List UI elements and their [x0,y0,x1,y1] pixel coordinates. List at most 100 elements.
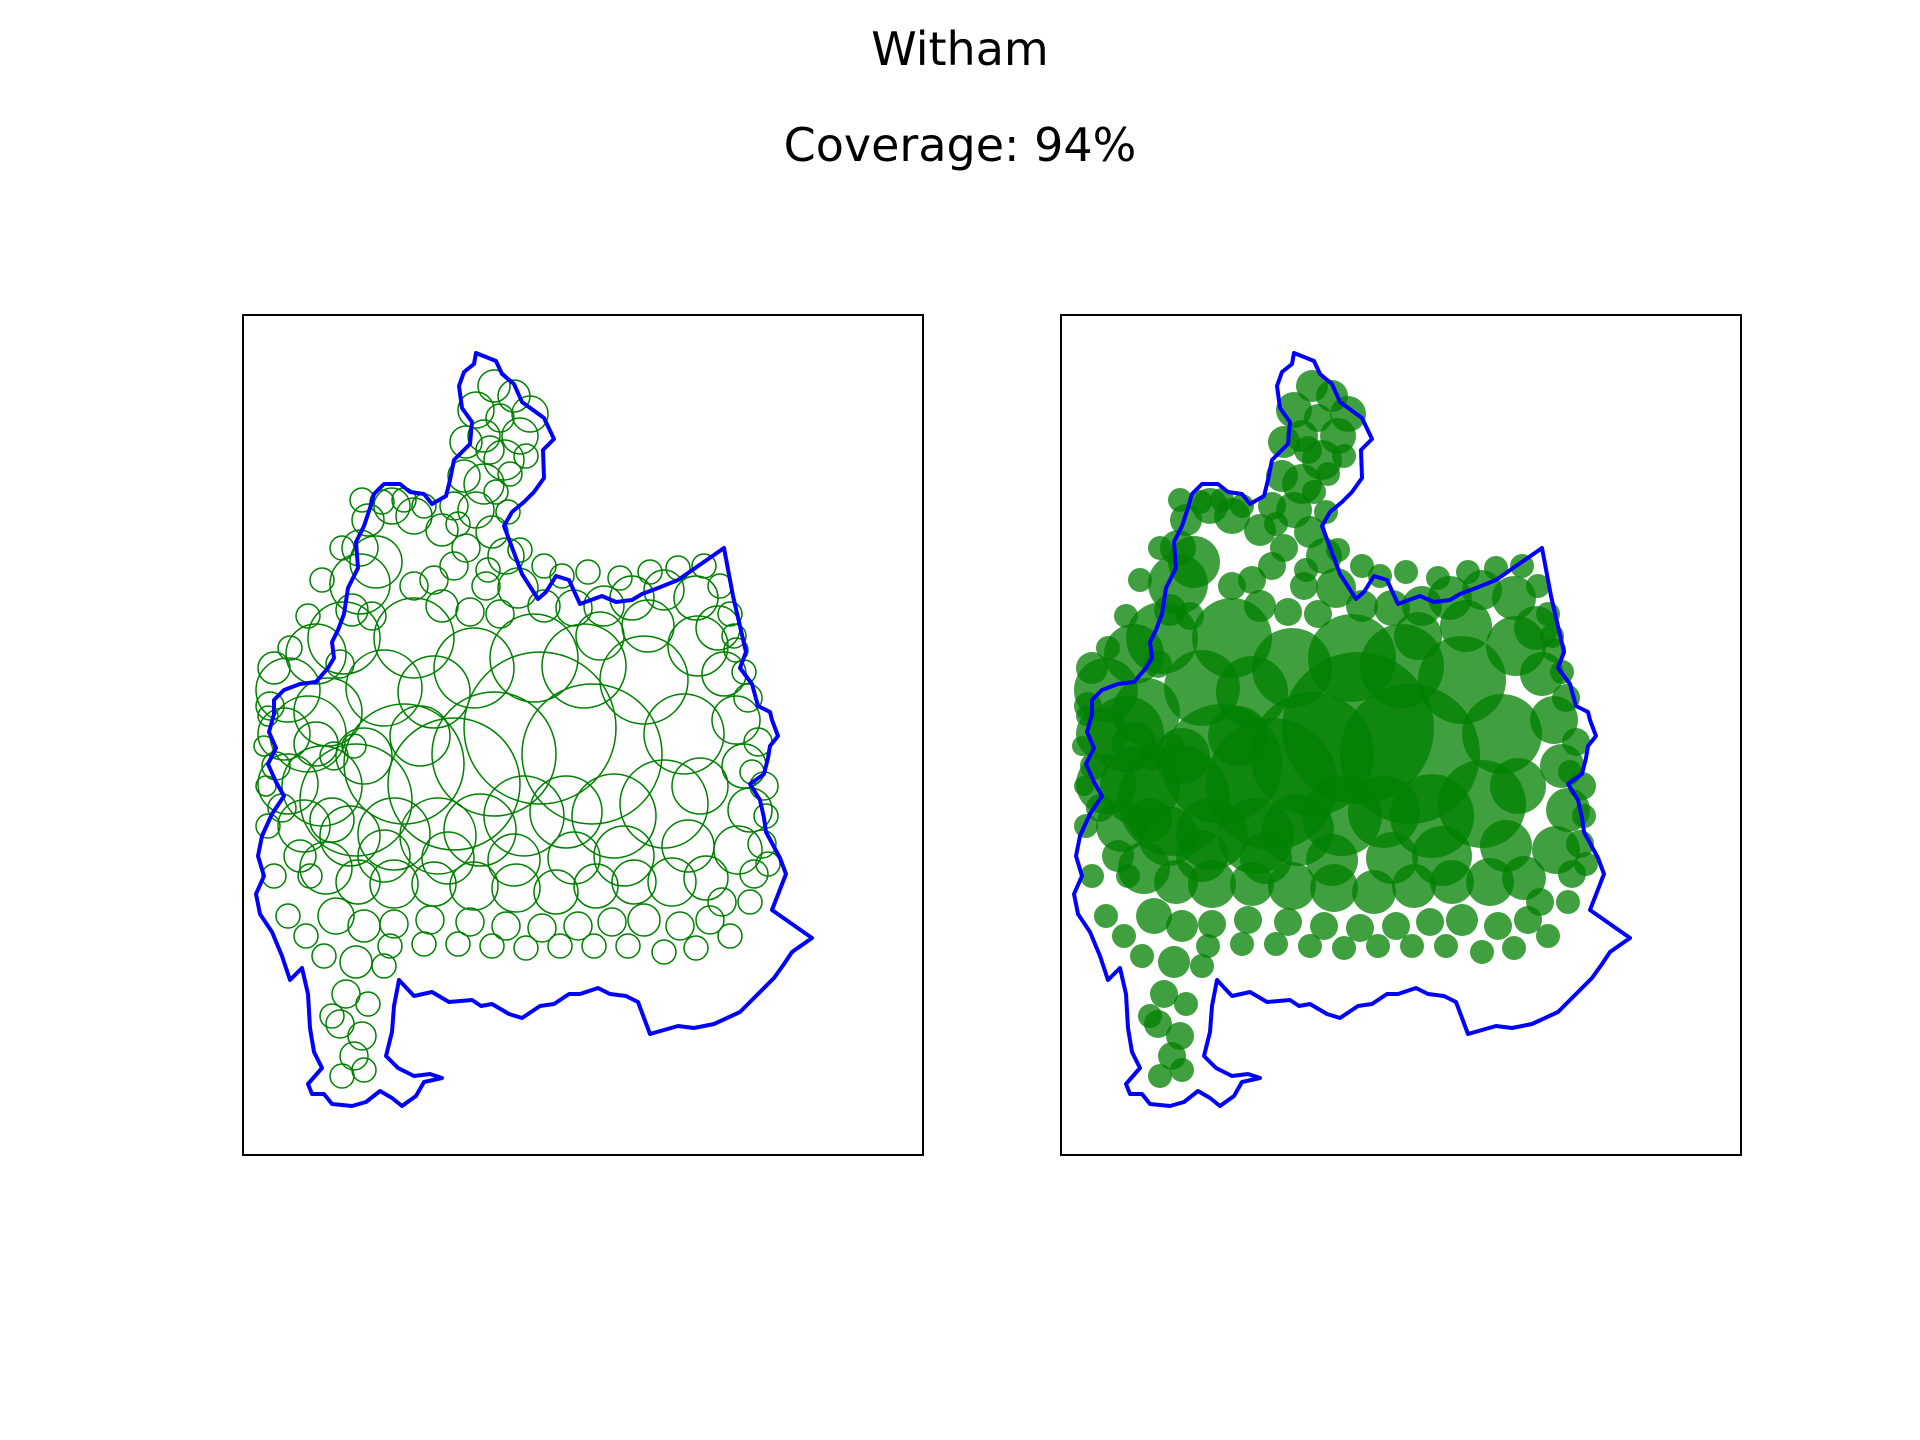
coverage-circle [529,775,603,849]
coverage-circle [277,635,303,661]
map-canvas-left [253,351,814,1108]
coverage-circle [1294,436,1322,464]
coverage-circle [1470,940,1494,964]
coverage-circle [549,563,575,589]
coverage-circle [447,459,481,493]
coverage-circle [1304,600,1332,628]
coverage-circle [611,859,657,905]
coverage-circle [1086,794,1114,822]
coverage-circle [1160,530,1196,566]
coverage-circle [475,435,505,465]
coverage-circle [507,537,533,563]
coverage-circle [1170,1058,1194,1082]
coverage-circles-outline [253,369,781,1089]
coverage-circle [717,923,743,949]
coverage-circle [347,909,381,943]
coverage-circle [487,833,541,887]
coverage-circle [1274,908,1302,936]
coverage-circle [1314,500,1338,524]
coverage-circle [661,819,715,873]
coverage-circle [737,889,763,915]
coverage-circle [319,805,381,867]
coverage-circle [1154,728,1210,784]
coverage-circle [1116,864,1140,888]
coverage-circle [581,933,607,959]
coverage-circle [717,601,743,627]
coverage-circle [637,559,663,585]
coverage-circle [691,553,717,579]
coverage-circle [755,851,781,877]
coverage-circle [479,933,505,959]
coverage-circle [1128,568,1152,592]
coverage-circle [331,979,361,1009]
coverage-circle [485,599,515,629]
coverage-circle [547,933,573,959]
coverage-circle [311,943,337,969]
coverage-circle [445,511,471,537]
coverage-circle [1094,904,1118,928]
coverage-circle [1264,512,1288,536]
coverage-circle [1306,834,1358,886]
coverage-circle [1446,904,1478,936]
coverage-circle [483,439,525,481]
coverage-circle [593,825,655,887]
coverage-circle [255,691,285,721]
coverage-circle [1302,480,1326,504]
coverage-circle [1298,934,1322,958]
coverage-circle [1316,462,1340,486]
coverage-circle [1276,392,1312,428]
coverage-circle [1310,912,1338,940]
coverage-circle [485,403,515,433]
coverage-circle [483,479,509,505]
coverage-circle [343,703,465,825]
coverage-circle [1266,460,1298,492]
coverage-circle [1440,600,1492,652]
coverage-circle [643,569,685,611]
coverage-circle [257,753,319,815]
coverage-circle [1196,934,1220,958]
coverage-circle [463,651,617,805]
coverage-circle [355,991,381,1017]
coverage-circle [1136,898,1172,934]
coverage-circle [255,657,321,723]
coverage-circle [1574,852,1598,876]
coverage-circle [1400,934,1424,958]
coverage-circle [369,859,419,909]
coverage-circle [489,613,579,703]
coverage-circle [531,553,557,579]
coverage-circle [599,635,689,725]
coverage-circle [1492,576,1536,620]
coverage-circle [449,425,483,459]
coverage-circle [1112,722,1156,766]
coverage-circle [1456,560,1480,584]
coverage-circle [1366,934,1390,958]
coverage-circle [433,627,515,709]
coverage-circle [431,691,557,817]
coverage-circle [1556,890,1580,914]
coverage-circle [411,493,437,519]
coverage-circle [1102,840,1134,872]
coverage-circle [445,931,471,957]
coverage-circle [1072,736,1092,756]
coverage-circle [351,1057,377,1083]
coverage-circle [357,797,431,871]
coverage-circle [1490,758,1546,814]
coverage-circle [711,695,761,745]
coverage-circle [373,487,411,525]
coverage-circle [513,443,539,469]
coverage-circle [1480,820,1532,872]
coverage-circle [1332,936,1356,960]
coverage-circle [319,1003,345,1029]
coverage-circle [471,571,501,601]
coverage-circle [475,515,509,549]
coverage-circle [1190,954,1214,978]
coverage-circle [457,491,495,529]
coverage-circle [707,887,737,917]
coverage-circle [1130,944,1154,968]
coverage-circle [1114,604,1138,628]
coverage-circle [1166,910,1198,942]
coverage-circle [357,601,387,631]
coverage-circle [615,933,641,959]
coverage-circle [1486,616,1546,676]
witham-boundary [1072,351,1632,1108]
